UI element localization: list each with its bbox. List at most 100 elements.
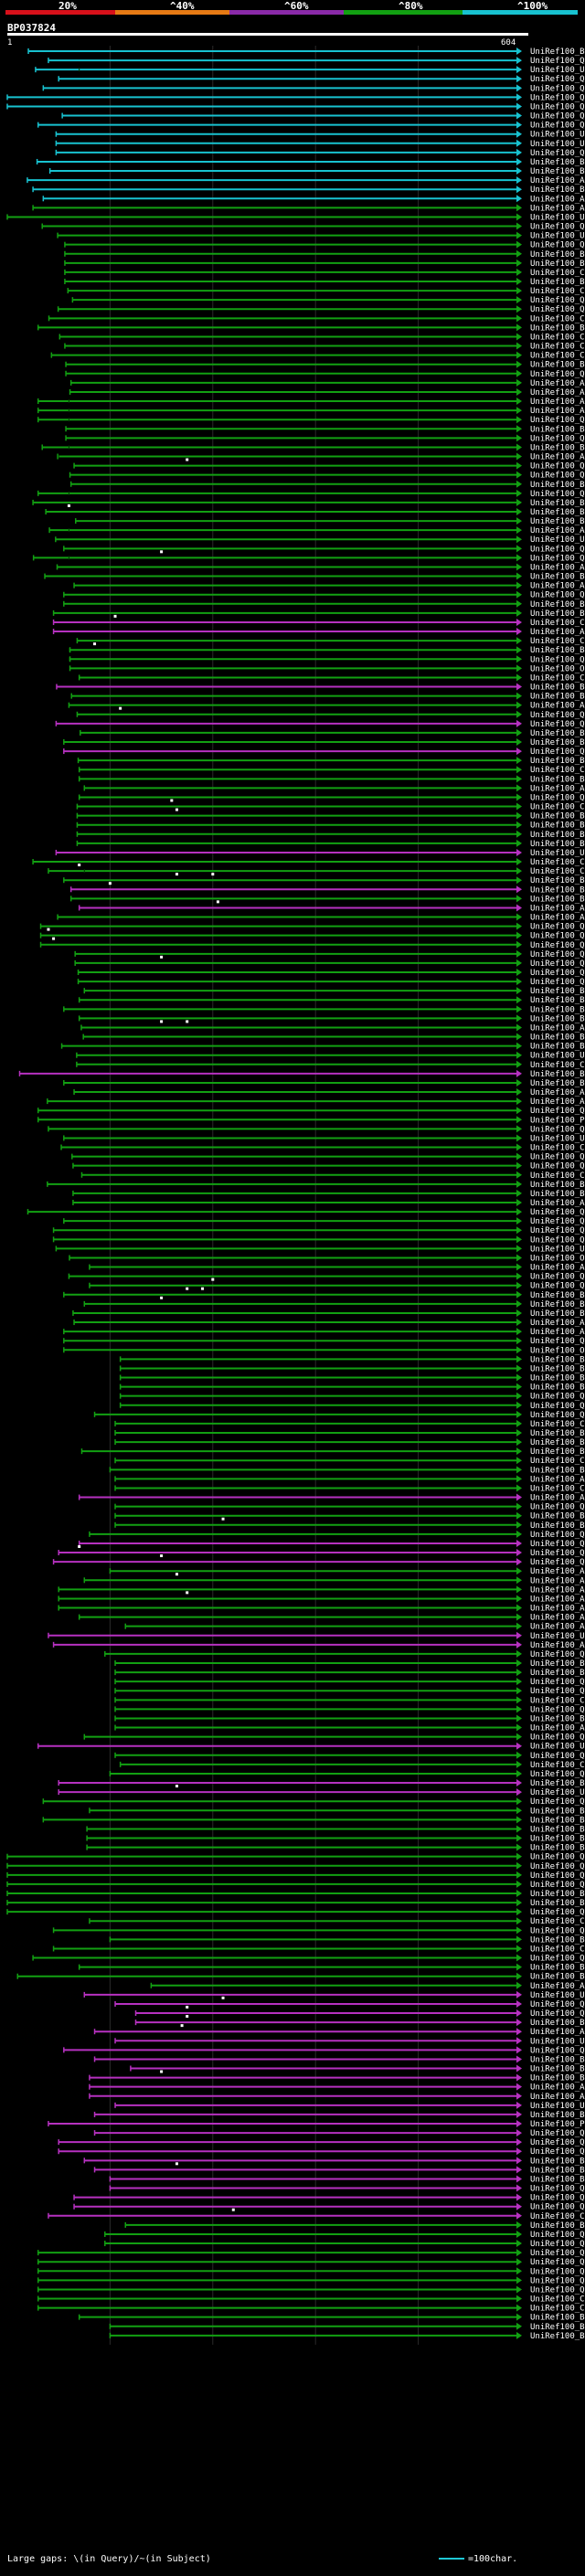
hit-row[interactable]: UniRef100_Q6YVU2	[65, 434, 585, 443]
hit-row[interactable]: UniRef100_Q1EMH4	[6, 1871, 585, 1881]
hit-label[interactable]: UniRef100_B9I1S4	[530, 499, 585, 508]
hit-row[interactable]: UniRef100_B6U4L5	[78, 775, 585, 784]
hit-row[interactable]: UniRef100_A4PIO2	[114, 1475, 585, 1484]
hit-label[interactable]: UniRef100_Q6YVW0	[530, 370, 585, 379]
hit-label[interactable]: UniRef100_Q0JNV3	[530, 2009, 585, 2019]
hit-row[interactable]: UniRef100_C5XNL0	[52, 618, 585, 628]
hit-row[interactable]: UniRef100_B9GH66	[32, 186, 585, 195]
hit-row[interactable]: UniRef100_Q5SRT4	[119, 1392, 585, 1402]
hit-label[interactable]: UniRef100_Q0WNF8	[530, 223, 585, 232]
hit-row[interactable]: UniRef100_O48727	[63, 1346, 585, 1355]
hit-label[interactable]: UniRef100_B9N0R5	[530, 508, 585, 517]
hit-row[interactable]: UniRef100_A9SJN3	[73, 1319, 585, 1328]
hit-row[interactable]: UniRef100_Q9SGD9	[39, 931, 585, 941]
hit-row[interactable]: UniRef100_Q1EMC5	[42, 1797, 585, 1807]
hit-row[interactable]: UniRef100_B8LQK4	[60, 1042, 585, 1052]
hit-row[interactable]: UniRef100_Q0QUY6	[109, 1769, 585, 1779]
hit-label[interactable]: UniRef100_A7Q9Y9	[530, 1585, 585, 1595]
hit-row[interactable]: UniRef100_Q9ZNY6	[71, 296, 585, 305]
hit-row[interactable]: UniRef100_B9HA09	[69, 480, 585, 490]
hit-label[interactable]: UniRef100_Q6ZTK0	[530, 2240, 585, 2249]
hit-row[interactable]: UniRef100_Q4QGK1	[63, 2046, 585, 2055]
hit-label[interactable]: UniRef100_A2ZXN4	[530, 628, 585, 637]
hit-row[interactable]: UniRef100_B9FFW5	[58, 1779, 585, 1788]
hit-label[interactable]: UniRef100_B8AEA1	[530, 1512, 585, 1521]
hit-row[interactable]: UniRef100_C5X888	[52, 1945, 585, 1954]
hit-label[interactable]: UniRef100_Q1EMC5	[530, 1797, 585, 1807]
hit-row[interactable]: UniRef100_B4FJH8	[64, 259, 585, 269]
hit-row[interactable]: UniRef100_B9SHW1	[82, 1033, 585, 1043]
hit-label[interactable]: UniRef100_B9I1G9	[530, 646, 585, 655]
hit-label[interactable]: UniRef100_B6T478	[530, 757, 585, 766]
hit-label[interactable]: UniRef100_B4FA75	[530, 278, 585, 287]
hit-row[interactable]: UniRef100_A9TN79	[69, 387, 585, 398]
hit-label[interactable]: UniRef100_A5AZM8	[530, 1328, 585, 1337]
hit-row[interactable]: UniRef100_UPI000..	[55, 130, 585, 140]
hit-row[interactable]: UniRef100_Q0J0Q3	[89, 1281, 585, 1291]
hit-label[interactable]: UniRef100_B4FFT4	[530, 1844, 585, 1853]
hit-row[interactable]: UniRef100_B9RYW1	[44, 572, 585, 582]
hit-label[interactable]: UniRef100_B9GP08	[530, 876, 585, 885]
hit-row[interactable]: UniRef100_A5AZM8	[63, 1328, 585, 1337]
hit-label[interactable]: UniRef100_UPI000..	[530, 535, 585, 545]
hit-row[interactable]: UniRef100_Q7XVG8	[104, 2230, 585, 2240]
hit-row[interactable]: UniRef100_UPI000..	[57, 231, 585, 241]
hit-label[interactable]: UniRef100_A2X370	[530, 914, 585, 923]
hit-label[interactable]: UniRef100_Q0DFW1	[530, 1402, 585, 1411]
hit-row[interactable]: UniRef100_Q9M069	[93, 2129, 585, 2138]
hit-label[interactable]: UniRef100_A9TN79	[530, 388, 585, 398]
hit-row[interactable]: UniRef100_C5XQJ5	[76, 802, 585, 812]
hit-label[interactable]: UniRef100_Q8H9K7	[530, 2185, 585, 2194]
hit-row[interactable]: UniRef100_Q8LBQ6	[93, 1410, 585, 1420]
hit-label[interactable]: UniRef100_B9F1P9	[530, 610, 585, 619]
hit-label[interactable]: UniRef100_UPI000..	[530, 2102, 585, 2111]
hit-row[interactable]: UniRef100_A9TPZ4	[78, 1493, 585, 1503]
hit-row[interactable]: UniRef100_Q0JDD4	[37, 2267, 585, 2276]
hit-label[interactable]: UniRef100_UPI000..	[530, 1632, 585, 1641]
hit-label[interactable]: UniRef100_Q32337	[530, 1881, 585, 1890]
hit-label[interactable]: UniRef100_Q9C7U5	[530, 747, 585, 757]
hit-label[interactable]: UniRef100_B8LR54	[530, 693, 585, 702]
hit-row[interactable]: UniRef100_B6TRI0	[76, 811, 585, 822]
hit-row[interactable]: UniRef100_Q06376	[52, 1926, 585, 1935]
hit-label[interactable]: UniRef100_Q9ZUD1	[530, 1107, 585, 1116]
hit-row[interactable]: UniRef100_A5AWU0	[124, 1622, 585, 1632]
hit-label[interactable]: UniRef100_UPI000..	[530, 849, 585, 858]
hit-row[interactable]: UniRef100_Q84SP3	[73, 2193, 585, 2203]
hit-label[interactable]: UniRef100_B9HXQ1	[530, 2074, 585, 2083]
hit-row[interactable]: UniRef100_B9S303	[93, 2110, 585, 2120]
hit-label[interactable]: UniRef100_UPI000..	[530, 66, 585, 75]
hit-label[interactable]: UniRef100_B9HA09	[530, 481, 585, 490]
hit-row[interactable]: UniRef100_Q0DEW3	[114, 1705, 585, 1714]
hit-label[interactable]: UniRef100_A7Q8Y4	[530, 1595, 585, 1604]
hit-label[interactable]: UniRef100_Q8LBQ6	[530, 1411, 585, 1420]
hit-label[interactable]: UniRef100_UPI000..	[530, 1788, 585, 1797]
hit-row[interactable]: UniRef100_A9U0K3	[109, 1567, 585, 1576]
hit-row[interactable]: UniRef100_Q9ZUD1	[37, 1107, 585, 1116]
hit-label[interactable]: UniRef100_B4G1L7	[530, 250, 585, 260]
hit-label[interactable]: UniRef100_C5WSP4	[530, 2295, 585, 2305]
hit-label[interactable]: UniRef100_Q5S1Y5	[530, 1752, 585, 1761]
hit-row[interactable]: UniRef100_UPI000..	[76, 1051, 585, 1061]
hit-row[interactable]: UniRef100_A9T1E2	[78, 904, 585, 913]
hit-row[interactable]: UniRef100_B9HJE7	[109, 1466, 585, 1475]
hit-label[interactable]: UniRef100_Q6YVU4	[530, 554, 585, 563]
hit-row[interactable]: UniRef100_Q4JH28	[6, 1852, 585, 1862]
hit-label[interactable]: UniRef100_B9I1B5	[530, 158, 585, 167]
hit-row[interactable]: UniRef100_A9RKH0	[73, 1088, 585, 1097]
hit-row[interactable]: UniRef100_B9I1V4	[63, 1290, 585, 1300]
hit-label[interactable]: UniRef100_Q1WAK0	[530, 2258, 585, 2267]
hit-label[interactable]: UniRef100_B8LQK4	[530, 1043, 585, 1052]
hit-label[interactable]: UniRef100_Q5S223	[530, 149, 585, 158]
hit-row[interactable]: UniRef100_Q9M563	[114, 1999, 585, 2009]
hit-row[interactable]: UniRef100_Q94EN5	[89, 1530, 585, 1540]
hit-label[interactable]: UniRef100_Q8S3U1	[530, 2147, 585, 2157]
hit-row[interactable]: UniRef100_B9GIT6	[80, 728, 585, 738]
hit-label[interactable]: UniRef100_A9TT75	[530, 1023, 585, 1033]
hit-label[interactable]: UniRef100_Q9SKG2	[530, 241, 585, 250]
hit-row[interactable]: UniRef100_B9HGS7	[63, 599, 585, 610]
hit-label[interactable]: UniRef100_A3BTZ2	[530, 1199, 585, 1208]
hit-label[interactable]: UniRef100_B9HSH5	[530, 2166, 585, 2175]
hit-label[interactable]: UniRef100_C0P429	[530, 766, 585, 775]
hit-row[interactable]: UniRef100_UPI000..	[37, 1742, 585, 1752]
